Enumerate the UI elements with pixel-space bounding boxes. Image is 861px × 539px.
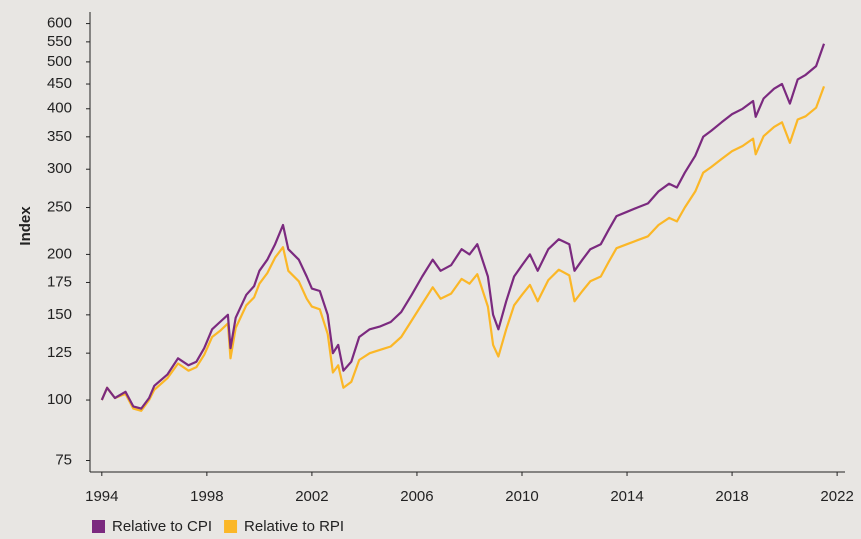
y-tick-label: 550 (47, 33, 72, 50)
y-tick-label: 100 (47, 391, 72, 408)
legend-swatch (224, 520, 238, 533)
y-tick-label: 75 (55, 451, 72, 468)
y-tick-label: 200 (47, 245, 72, 262)
y-tick-label: 300 (47, 160, 72, 177)
series-line (100, 86, 826, 412)
y-tick-label: 350 (47, 128, 72, 145)
y-axis-label: Index (17, 206, 34, 246)
x-tick-label: 2022 (820, 488, 853, 505)
x-tick-label: 2010 (505, 488, 538, 505)
y-tick-label: 250 (47, 198, 72, 215)
x-tick-label: 2018 (715, 488, 748, 505)
legend-label: Relative to RPI (244, 518, 344, 535)
y-tick-label: 400 (47, 100, 72, 117)
y-tick-label: 125 (47, 344, 72, 361)
y-tick-label: 500 (47, 53, 72, 70)
x-tick-label: 2006 (400, 488, 433, 505)
series-line (100, 43, 826, 410)
legend-swatch (92, 520, 105, 533)
y-tick-label: 175 (47, 273, 72, 290)
y-tick-label: 600 (47, 15, 72, 32)
legend-label: Relative to CPI (112, 518, 212, 535)
y-tick-label: 150 (47, 306, 72, 323)
x-tick-label: 2014 (610, 488, 643, 505)
x-tick-label: 1998 (190, 488, 223, 505)
y-tick-label: 450 (47, 75, 72, 92)
x-tick-label: 1994 (85, 488, 118, 505)
x-tick-label: 2002 (295, 488, 328, 505)
